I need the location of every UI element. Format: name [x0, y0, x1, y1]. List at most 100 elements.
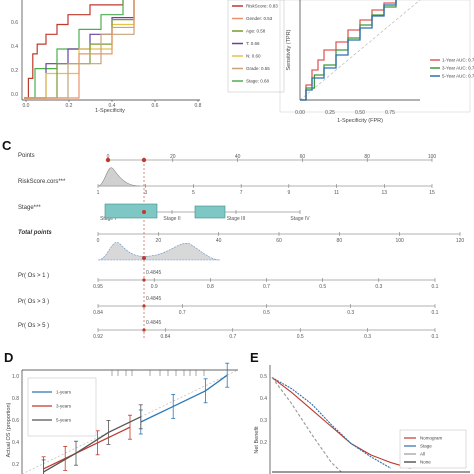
nomogram-tick-label: 1	[97, 190, 100, 196]
nomogram-tick-label: 20	[170, 154, 176, 160]
panel-b-series-line-2	[300, 0, 397, 101]
panel-b-legend-label: 5-Year AUC: 0.76	[442, 74, 474, 79]
nomogram-tick-label: 120	[456, 238, 465, 244]
panel-e-y-tick-label: 0.2	[260, 440, 267, 446]
nomogram-row-label: RiskScore.cors***	[18, 179, 66, 185]
nomogram-tick-label: 60	[276, 238, 282, 244]
panel-e: 0.5 0.4 0.3 0.2 Net Benefit Nomogram Stage Al…	[254, 365, 470, 474]
nomogram-row-label: Points	[18, 153, 35, 159]
nomogram-tick-label: 0.5	[319, 284, 326, 290]
nomogram-tick-label: 0.7	[179, 310, 186, 316]
panel-a-series-line-3	[24, 0, 135, 99]
nomogram-tick-label: 13	[382, 190, 388, 196]
panel-d-legend-label: 1-years	[56, 390, 72, 395]
nomogram-tick-label: Stage III	[227, 216, 246, 222]
panel-a-x-tick-label: 0.0	[23, 103, 30, 109]
nomogram-row-label: Pr( Os > 5 )	[18, 323, 49, 329]
nomogram-tick-label: 0.9	[151, 284, 158, 290]
panel-b-xlabel: 1-Specificity (FPR)	[337, 118, 383, 124]
nomogram-tick-label: 0.1	[432, 310, 439, 316]
panel-e-legend-label: Stage	[420, 444, 432, 449]
nomogram-tick-label: 0.3	[364, 334, 371, 340]
panel-a: 0.0 0.2 0.4 0.6 0.8 0.0 0.2 0.4 0.6 0.8 1-Specif…	[11, 0, 285, 114]
panel-a-y-tick-label: 0.8	[11, 0, 18, 2]
nomogram-tick-label: 11	[334, 190, 339, 196]
panel-a-x-tick-label: 0.4	[109, 103, 116, 109]
panel-e-series-line-2	[271, 377, 342, 473]
nomogram-callout: 0.4845	[146, 296, 162, 302]
nomogram-tick-label: 80	[364, 154, 370, 160]
nomogram-row-label: Total points	[18, 230, 52, 236]
nomogram-prob-marker	[142, 328, 146, 332]
panel-a-y-tick-label: 0.2	[11, 68, 18, 74]
nomogram-tick-label: 0	[97, 238, 100, 244]
panel-a-x-ticks: 0.0 0.2 0.4 0.6 0.8	[23, 100, 202, 109]
nomogram-tick-label: 0.84	[93, 310, 103, 316]
panel-e-y-tick-label: 0.3	[260, 418, 267, 424]
panel-b-legend: 1-Year AUC: 0.75 3-Year AUC: 0.74 5-Year A…	[430, 58, 474, 79]
nomogram-total-density	[97, 242, 221, 261]
panel-a-legend: RiskScore: 0.83 Gender: 0.53 Age: 0.58 T: 0…	[227, 0, 285, 93]
nomogram-tick-label: 0.8	[207, 284, 214, 290]
nomogram-callout: 0.4845	[146, 320, 162, 326]
panel-d-series-line-0	[140, 374, 228, 423]
nomogram-tick-label: 0.3	[347, 310, 354, 316]
panel-e-series-line-1	[271, 376, 392, 469]
panel-a-legend-box	[227, 0, 285, 93]
panel-d-legend: 1-years 3-years 5-years	[27, 377, 97, 437]
panel-d-y-tick-label: 0.8	[12, 396, 19, 402]
nomogram-riskscore-density	[97, 167, 141, 187]
nomogram-row-label: Pr( Os > 3 )	[18, 299, 49, 305]
panel-b-legend-label: 1-Year AUC: 0.75	[442, 58, 474, 63]
panel-a-legend-label: Stage: 0.68	[246, 79, 270, 84]
panel-d-y-tick-label: 0.4	[12, 440, 19, 446]
nomogram-tick-label: 0.5	[297, 334, 304, 340]
panel-b-series	[300, 0, 397, 101]
panel-d-series-line-2	[43, 416, 142, 473]
nomogram-tick-label: 100	[428, 154, 437, 160]
nomogram-tick-label: 60	[300, 154, 306, 160]
nomogram-tick-label: 0.1	[432, 284, 439, 290]
panel-e-series	[271, 376, 470, 473]
panel-d-y-tick-label: 1.0	[12, 374, 19, 380]
panel-d-y-tick-label: 0.2	[12, 462, 19, 468]
nomogram-row-label: Stage***	[18, 205, 41, 211]
nomogram-tick-label: Stage II	[163, 216, 180, 222]
nomogram-prob-marker	[142, 304, 146, 308]
panel-e-legend-label: Nomogram	[420, 436, 443, 441]
panel-b-frame	[279, 0, 471, 113]
panel-b-x-tick-label: 0.25	[325, 110, 335, 116]
panel-a-xlabel: 1-Specificity	[95, 108, 125, 114]
panel-d-y-ticks: 1.0 0.8 0.6 0.4 0.2	[12, 374, 19, 468]
nomogram-stage-box	[104, 203, 158, 219]
panel-d-y-tick-label: 0.6	[12, 418, 19, 424]
panel-e-legend-label: None	[420, 460, 431, 465]
panel-e-legend-label: All	[420, 452, 425, 457]
nomogram-tick-label: 20	[156, 238, 162, 244]
panel-a-series-line-4	[24, 0, 135, 99]
panel-a-legend-label: Grade: 0.55	[246, 66, 270, 71]
nomogram-tick-label: 0.84	[161, 334, 171, 340]
panel-a-legend-label: RiskScore: 0.83	[246, 4, 278, 9]
panel-a-y-tick-label: 0.4	[11, 44, 18, 50]
panel-b-legend-label: 3-Year AUC: 0.74	[442, 66, 474, 71]
panel-a-x-tick-label: 0.2	[66, 103, 73, 109]
panel-d-letter: D	[4, 350, 13, 365]
panel-e-legend: Nomogram Stage All None	[399, 429, 467, 469]
nomogram-tick-label: 3	[144, 190, 147, 196]
nomogram-prob-marker	[142, 278, 146, 282]
panel-a-y-tick-label: 0.0	[11, 92, 18, 98]
panel-a-series	[24, 0, 135, 99]
panel-d-rug	[111, 370, 205, 376]
nomogram-tick-label: 0	[107, 154, 110, 160]
panel-a-legend-label: Gender: 0.53	[246, 16, 273, 21]
panel-e-y-tick-label: 0.4	[260, 396, 267, 402]
panel-b-diagonal	[299, 0, 421, 101]
nomogram-stage-box	[194, 205, 226, 219]
nomogram-tick-label: 0.3	[375, 284, 382, 290]
panel-b-ylabel: Sensitivity (TPR)	[286, 29, 292, 70]
nomogram-tick-label: 80	[337, 238, 343, 244]
panel-d-series-line-1	[43, 426, 131, 470]
panel-c-letter: C	[2, 138, 12, 153]
